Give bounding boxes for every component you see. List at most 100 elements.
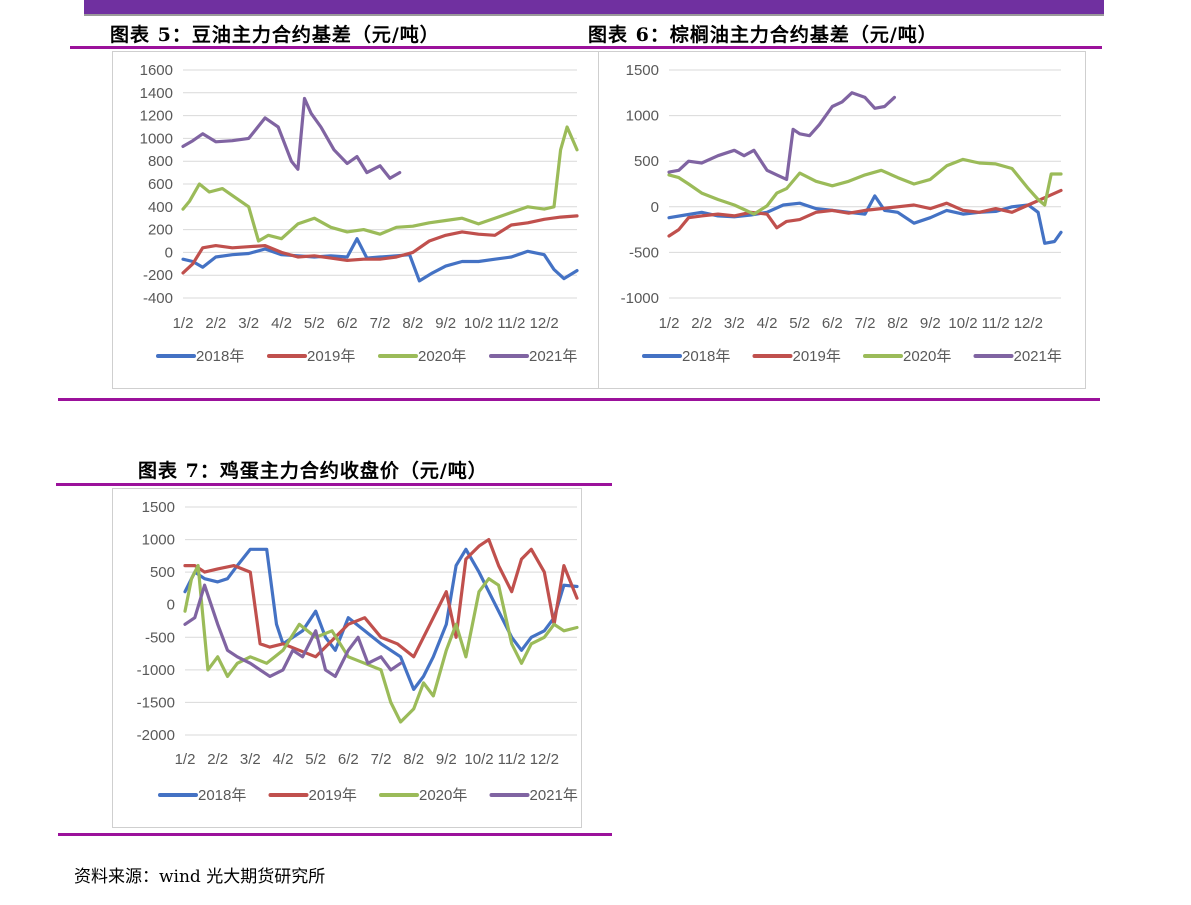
y-tick-label: 1200 <box>140 108 173 125</box>
y-tick-label: 1000 <box>626 108 659 125</box>
y-tick-label: 800 <box>148 153 173 170</box>
x-tick-label: 9/2 <box>435 315 456 332</box>
x-tick-label: 5/2 <box>305 751 326 768</box>
x-tick-label: 2/2 <box>205 315 226 332</box>
x-tick-label: 9/2 <box>920 315 941 332</box>
y-tick-label: -1000 <box>137 662 175 679</box>
x-tick-label: 8/2 <box>887 315 908 332</box>
y-tick-label: 1000 <box>140 130 173 147</box>
x-tick-label: 10/2 <box>464 315 493 332</box>
y-tick-label: 1000 <box>142 532 175 549</box>
y-tick-label: 1400 <box>140 85 173 102</box>
x-tick-label: 2/2 <box>207 751 228 768</box>
x-tick-label: 4/2 <box>271 315 292 332</box>
y-tick-label: 1500 <box>626 62 659 79</box>
y-tick-label: 0 <box>165 244 173 261</box>
x-tick-label: 1/2 <box>173 315 194 332</box>
x-tick-label: 5/2 <box>304 315 325 332</box>
title-underline <box>70 46 1102 49</box>
legend-label: 2019年 <box>307 348 355 365</box>
y-tick-label: 500 <box>150 564 175 581</box>
top-banner <box>84 0 1104 16</box>
source-note: 资料来源：wind 光大期货研究所 <box>74 867 326 887</box>
legend-label: 2020年 <box>418 348 466 365</box>
y-tick-label: 1500 <box>142 499 175 516</box>
x-tick-label: 1/2 <box>175 751 196 768</box>
x-tick-label: 1/2 <box>659 315 680 332</box>
bottom-divider <box>58 833 612 836</box>
legend-label: 2019年 <box>793 348 841 365</box>
x-tick-label: 9/2 <box>436 751 457 768</box>
x-tick-label: 7/2 <box>370 315 391 332</box>
series-line-2019 <box>181 214 579 275</box>
series-line-2019 <box>667 188 1063 238</box>
y-tick-label: -500 <box>145 629 175 646</box>
x-tick-label: 12/2 <box>1014 315 1043 332</box>
chart-fig7: 1500 1000 500 0 -500 -1000 -1500 -2000 1/2 2/2 3/2… <box>112 488 582 828</box>
x-tick-label: 12/2 <box>530 315 559 332</box>
section-divider <box>58 398 1100 401</box>
y-tick-label: -500 <box>629 244 659 261</box>
x-tick-label: 12/2 <box>530 751 559 768</box>
chart-fig5: 1600 1400 1200 1000 800 600 400 200 0 -200 -400 1/2… <box>112 51 600 389</box>
x-tick-label: 7/2 <box>371 751 392 768</box>
series-line-2018 <box>181 237 579 283</box>
y-tick-label: -1500 <box>137 694 175 711</box>
legend-label: 2021年 <box>1014 348 1062 365</box>
x-tick-label: 11/2 <box>982 315 1010 332</box>
x-tick-label: 7/2 <box>855 315 876 332</box>
x-tick-label: 6/2 <box>338 751 359 768</box>
x-tick-label: 10/2 <box>464 751 493 768</box>
chart-title-fig6: 图表 6：棕榈油主力合约基差（元/吨） <box>588 24 938 46</box>
series-line-2020 <box>181 125 579 243</box>
x-tick-label: 10/2 <box>948 315 977 332</box>
y-tick-label: -200 <box>143 267 173 284</box>
y-tick-label: -1000 <box>621 290 659 307</box>
chart-title-fig5: 图表 5：豆油主力合约基差（元/吨） <box>110 24 440 46</box>
y-tick-label: -400 <box>143 290 173 307</box>
legend-label: 2019年 <box>309 787 357 804</box>
series-line-2020 <box>183 563 579 724</box>
legend-label: 2021年 <box>529 348 577 365</box>
series-line-2018 <box>183 547 579 691</box>
chart-svg-fig5: 1600 1400 1200 1000 800 600 400 200 0 -200 -4001/2… <box>140 62 579 365</box>
x-tick-label: 3/2 <box>240 751 261 768</box>
chart-fig6: 1500 1000 500 0 -500 -1000 1/2 2/2 3/2 4/2 5/2 6/2 7… <box>598 51 1086 389</box>
y-tick-label: 600 <box>148 176 173 193</box>
legend-label: 2021年 <box>530 787 578 804</box>
x-tick-label: 6/2 <box>337 315 358 332</box>
chart-title-fig7: 图表 7：鸡蛋主力合约收盘价（元/吨） <box>138 460 488 482</box>
series-line-2021 <box>183 583 403 678</box>
x-tick-label: 4/2 <box>273 751 294 768</box>
series-line-2020 <box>667 157 1063 216</box>
legend-label: 2020年 <box>419 787 467 804</box>
y-tick-label: -2000 <box>137 727 175 744</box>
x-tick-label: 6/2 <box>822 315 843 332</box>
x-tick-label: 3/2 <box>238 315 259 332</box>
x-tick-label: 11/2 <box>498 751 526 768</box>
y-tick-label: 1600 <box>140 62 173 79</box>
legend-label: 2018年 <box>198 787 246 804</box>
y-tick-label: 400 <box>148 199 173 216</box>
x-tick-label: 8/2 <box>403 751 424 768</box>
y-tick-label: 200 <box>148 222 173 239</box>
y-tick-label: 0 <box>651 199 659 216</box>
y-tick-label: 0 <box>167 597 175 614</box>
series-line-2021 <box>667 91 896 182</box>
series-line-2021 <box>181 96 402 180</box>
x-tick-label: 5/2 <box>789 315 810 332</box>
x-tick-label: 2/2 <box>691 315 712 332</box>
legend-label: 2018年 <box>196 348 244 365</box>
x-tick-label: 4/2 <box>757 315 778 332</box>
legend-label: 2020年 <box>903 348 951 365</box>
series-line-2018 <box>667 194 1063 245</box>
x-tick-label: 11/2 <box>497 315 525 332</box>
x-tick-label: 8/2 <box>402 315 423 332</box>
y-tick-label: 500 <box>634 153 659 170</box>
legend-label: 2018年 <box>682 348 730 365</box>
x-tick-label: 3/2 <box>724 315 745 332</box>
title-underline-fig7 <box>56 483 612 486</box>
series-line-2019 <box>183 537 579 659</box>
